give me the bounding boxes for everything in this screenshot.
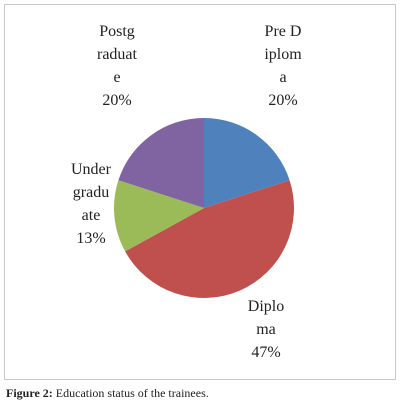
category-label: Diploma xyxy=(247,298,285,338)
slice-label: Undergraduate 13% xyxy=(66,158,116,250)
category-label: Pre Diploma xyxy=(264,23,302,86)
slice-label: Diploma 47% xyxy=(241,295,291,364)
caption-label: Figure 2: xyxy=(6,386,53,400)
pie-slice xyxy=(125,180,295,299)
pie-slice xyxy=(118,117,204,208)
figure-frame xyxy=(4,4,396,380)
value-label: 13% xyxy=(76,230,106,247)
value-label: 47% xyxy=(251,344,281,361)
caption-text: Education status of the trainees. xyxy=(55,386,209,400)
category-label: Undergraduate xyxy=(71,161,111,224)
pie-slice xyxy=(204,118,290,208)
value-label: 20% xyxy=(102,92,132,109)
category-label: Postgraduate xyxy=(97,23,137,86)
pie-slice xyxy=(114,180,204,252)
value-label: 20% xyxy=(268,92,298,109)
caption: Figure 2: Education status of the traine… xyxy=(6,386,209,401)
slice-label: Pre Diploma 20% xyxy=(258,20,308,112)
slice-label: Postgraduate 20% xyxy=(92,20,142,112)
